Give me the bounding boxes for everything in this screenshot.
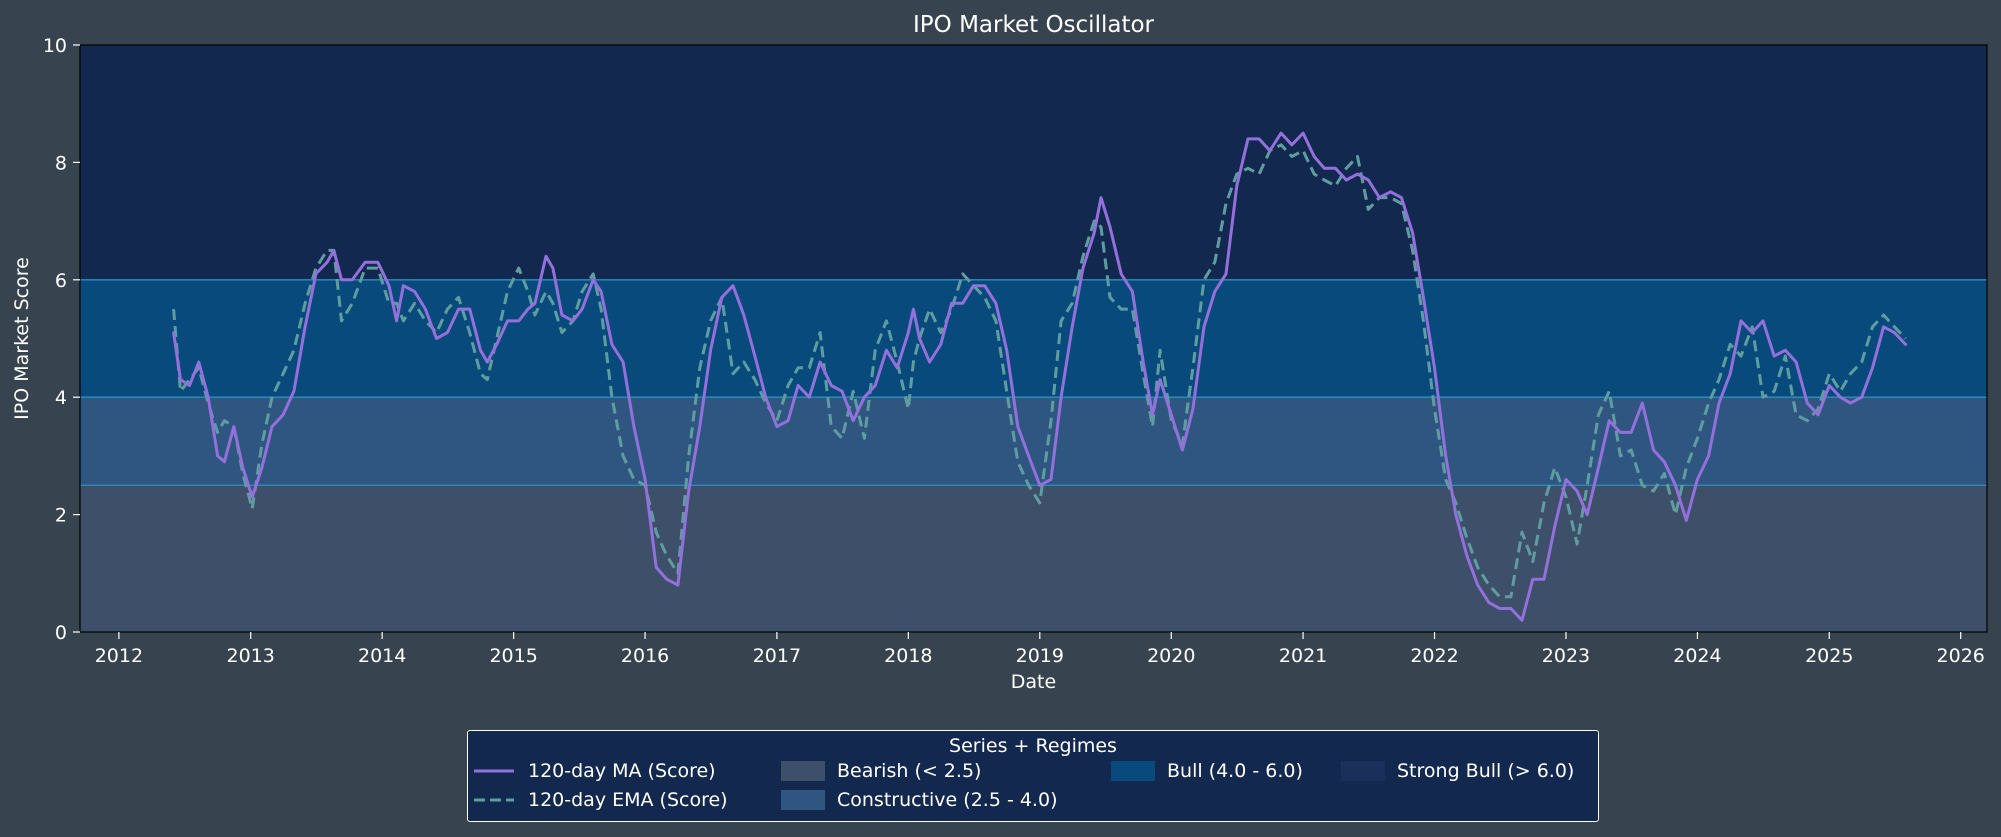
y-tick-label-4: 8 <box>55 152 67 174</box>
x-tick-label-14: 2026 <box>1937 645 1985 667</box>
series-lines <box>172 131 1908 622</box>
series-line-1 <box>172 143 1907 599</box>
x-tick-label-2: 2014 <box>358 645 406 667</box>
legend-label-bearish: Bearish (< 2.5) <box>837 760 982 782</box>
regime-band-3 <box>80 45 1987 280</box>
regime-band-0 <box>80 485 1987 632</box>
legend-label-ema: 120-day EMA (Score) <box>528 789 728 811</box>
y-tick-label-2: 4 <box>55 387 67 409</box>
legend-label-bull: Bull (4.0 - 6.0) <box>1167 760 1303 782</box>
x-tick-label-13: 2025 <box>1805 645 1853 667</box>
x-tick-label-12: 2024 <box>1673 645 1721 667</box>
legend-label-ma: 120-day MA (Score) <box>528 760 716 782</box>
y-tick-label-0: 0 <box>55 622 67 644</box>
x-axis-ticks: 2012 2013 2014 2015 2016 2017 2018 2019 2020 2021… <box>95 632 1985 667</box>
series-line-0 <box>172 131 1908 622</box>
y-axis-ticks: 0 2 4 6 8 10 <box>43 35 80 644</box>
x-tick-label-4: 2016 <box>621 645 669 667</box>
x-tick-label-6: 2018 <box>884 645 932 667</box>
legend-swatch-bearish <box>781 761 825 781</box>
x-tick-label-11: 2023 <box>1542 645 1590 667</box>
x-tick-label-9: 2021 <box>1279 645 1327 667</box>
y-tick-label-5: 10 <box>43 35 67 57</box>
legend-item-bearish: Bearish (< 2.5) <box>781 759 981 783</box>
legend-item-strong-bull: Strong Bull (> 6.0) <box>1341 759 1574 783</box>
x-tick-label-0: 2012 <box>95 645 143 667</box>
regime-band-2 <box>80 279 1987 398</box>
chart-title: IPO Market Oscillator <box>913 12 1155 38</box>
x-tick-label-1: 2013 <box>227 645 275 667</box>
legend-item-ema: 120-day EMA (Score) <box>472 788 728 812</box>
legend-swatch-bull <box>1111 761 1155 781</box>
regime-bands <box>80 45 1987 632</box>
legend-title: Series + Regimes <box>949 735 1117 757</box>
legend-label-constructive: Constructive (2.5 - 4.0) <box>837 789 1058 811</box>
x-tick-label-10: 2022 <box>1410 645 1458 667</box>
y-axis-label: IPO Market Score <box>11 257 33 420</box>
x-tick-label-8: 2020 <box>1147 645 1195 667</box>
legend-item-constructive: Constructive (2.5 - 4.0) <box>781 788 1057 812</box>
legend-swatch-ma <box>474 769 514 773</box>
legend-swatch-constructive <box>781 790 825 810</box>
x-tick-label-7: 2019 <box>1016 645 1064 667</box>
legend-swatch-ema <box>474 798 514 802</box>
legend-label-strong-bull: Strong Bull (> 6.0) <box>1397 760 1575 782</box>
y-tick-label-3: 6 <box>55 270 67 292</box>
legend: Series + Regimes 120-day MA (Score) 120-… <box>467 730 1599 822</box>
axes-frame <box>79 44 1988 633</box>
legend-item-ma: 120-day MA (Score) <box>472 759 716 783</box>
x-tick-label-5: 2017 <box>753 645 801 667</box>
x-tick-label-3: 2015 <box>489 645 537 667</box>
y-tick-label-1: 2 <box>55 505 67 527</box>
legend-swatch-strong-bull <box>1341 761 1385 781</box>
x-axis-label: Date <box>1011 671 1056 693</box>
legend-item-bull: Bull (4.0 - 6.0) <box>1111 759 1303 783</box>
